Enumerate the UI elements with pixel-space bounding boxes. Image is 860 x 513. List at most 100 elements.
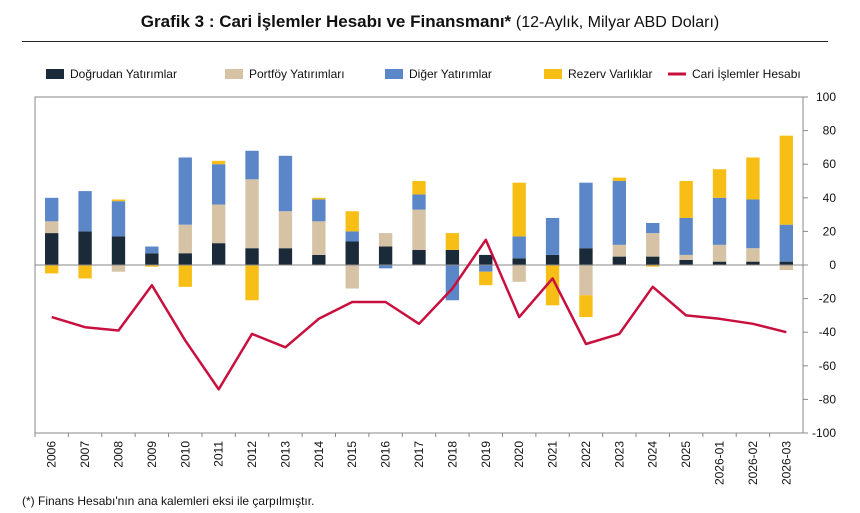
legend-label-portfoy: Portföy Yatırımları: [249, 67, 345, 81]
legend-swatch-portfoy: [225, 69, 243, 79]
bar-dogrudan-2021: [545, 254, 560, 265]
y-tick-label: 0: [829, 258, 836, 272]
bar-portfoy-2010: [178, 224, 192, 254]
legend-label-rezerv: Rezerv Varlıklar: [568, 67, 652, 81]
bar-diger-2023: [612, 181, 627, 245]
bar-diger-2011: [211, 164, 226, 205]
bar-dogrudan-2006: [45, 233, 59, 265]
x-axis: 2006 2007 2008 2009 2010 2011 2012 2013 2014 2015…: [34, 433, 793, 485]
bar-dogrudan-2017: [412, 249, 426, 265]
bar-dogrudan-2007: [78, 231, 92, 265]
x-tick-label: 2013: [278, 441, 292, 468]
bar-rezerv-2026-03: [779, 135, 793, 225]
legend-label-dogrudan: Doğrudan Yatırımlar: [70, 67, 177, 81]
bar-diger-2015: [345, 231, 359, 242]
bar-dogrudan-2024: [646, 256, 660, 265]
bar-dogrudan-2016: [378, 246, 393, 265]
y-tick-label: -60: [819, 359, 837, 373]
x-tick-label: 2024: [646, 441, 660, 468]
chart-title-main: Grafik 3 : Cari İşlemler Hesabı ve Finan…: [140, 12, 512, 31]
bar-diger-2026-01: [712, 197, 727, 245]
bar-diger-2009: [145, 246, 159, 254]
x-tick-label: 2008: [111, 441, 125, 468]
bar-diger-2025: [679, 217, 693, 255]
y-tick-label: -80: [819, 392, 837, 406]
y-tick-label: 80: [823, 124, 837, 138]
bar-dogrudan-2023: [612, 256, 627, 265]
bar-portfoy-2024: [646, 233, 660, 257]
bar-rezerv-2021: [545, 265, 560, 306]
bar-portfoy-2011: [211, 204, 226, 244]
bar-diger-2022: [579, 182, 593, 249]
bar-dogrudan-2011: [211, 243, 226, 265]
bar-portfoy-2026-01: [712, 244, 727, 262]
current-account-line: [51, 238, 787, 391]
bar-portfoy-2016: [378, 233, 393, 247]
bar-diger-2026-02: [746, 199, 760, 249]
footnote: (*) Finans Hesabı'nın ana kalemleri eksi…: [22, 494, 315, 508]
bar-rezerv-2019: [479, 271, 493, 286]
bar-dogrudan-2010: [178, 253, 192, 265]
bar-rezerv-2020: [512, 182, 526, 237]
bar-dogrudan-2014: [312, 254, 326, 265]
bar-diger-2014: [312, 199, 326, 222]
bar-rezerv-2009: [145, 265, 159, 267]
bar-rezerv-2010: [178, 265, 192, 287]
title-underline: [22, 41, 828, 42]
chart-title-sub: (12-Aylık, Milyar ABD Doları): [515, 14, 720, 31]
bar-dogrudan-2022: [579, 248, 593, 265]
bar-rezerv-2007: [78, 265, 92, 279]
bar-portfoy-2026-03: [779, 265, 793, 271]
bar-rezerv-2014: [312, 197, 326, 200]
bar-diger-2017: [412, 194, 426, 210]
chart-title: Grafik 3 : Cari İşlemler Hesabı ve Finan…: [0, 12, 860, 32]
x-tick-label: 2015: [345, 441, 359, 468]
bar-rezerv-2006: [45, 265, 59, 274]
x-tick-label: 2012: [245, 441, 259, 468]
bar-portfoy-2012: [245, 179, 259, 249]
x-tick-label: 2020: [512, 441, 526, 468]
legend-swatch-diger: [385, 69, 403, 79]
x-tick-label: 2006: [45, 441, 59, 468]
bar-dogrudan-2026-02: [746, 261, 760, 265]
bar-portfoy-2006: [45, 221, 59, 234]
x-tick-label: 2026-03: [779, 441, 793, 485]
bar-diger-2024: [646, 223, 660, 234]
x-tick-label: 2009: [145, 441, 159, 468]
y-tick-label: 40: [823, 191, 837, 205]
bar-portfoy-2013: [278, 211, 293, 249]
bar-rezerv-2026-02: [746, 157, 760, 200]
x-tick-label: 2007: [78, 441, 92, 468]
x-tick-label: 2017: [412, 441, 426, 468]
legend-swatch-dogrudan: [46, 69, 64, 79]
bar-portfoy-2022: [579, 265, 593, 296]
bar-diger-2021: [545, 217, 560, 255]
legend-label-diger: Diğer Yatırımlar: [409, 67, 492, 81]
x-tick-label: 2019: [479, 441, 493, 468]
bar-dogrudan-2018: [445, 249, 460, 265]
bar-dogrudan-2008: [111, 236, 126, 265]
bar-portfoy-2008: [111, 265, 126, 272]
bar-diger-2006: [45, 197, 59, 222]
x-tick-label: 2011: [212, 441, 226, 467]
y-axis: 100 80 60 40 20 0 -20 -40 -60 -80 -100: [803, 90, 836, 440]
y-tick-label: -20: [819, 292, 837, 306]
bar-rezerv-2017: [412, 181, 426, 195]
bar-diger-2013: [278, 155, 293, 212]
bar-rezerv-2023: [612, 177, 627, 181]
bar-rezerv-2008: [111, 199, 126, 202]
y-tick-label: -100: [812, 426, 836, 440]
bar-diger-2019: [479, 265, 493, 272]
bar-rezerv-2024: [646, 265, 660, 267]
x-tick-label: 2021: [546, 441, 560, 468]
x-tick-label: 2026-02: [746, 441, 760, 485]
bar-rezerv-2018: [445, 233, 460, 250]
bar-portfoy-2020: [512, 265, 526, 282]
y-tick-label: -40: [819, 325, 837, 339]
x-tick-label: 2026-01: [713, 441, 727, 485]
bar-diger-2007: [78, 191, 92, 232]
bar-dogrudan-2009: [145, 253, 159, 265]
bar-portfoy-2015: [345, 265, 359, 289]
bar-rezerv-2011: [211, 160, 226, 165]
